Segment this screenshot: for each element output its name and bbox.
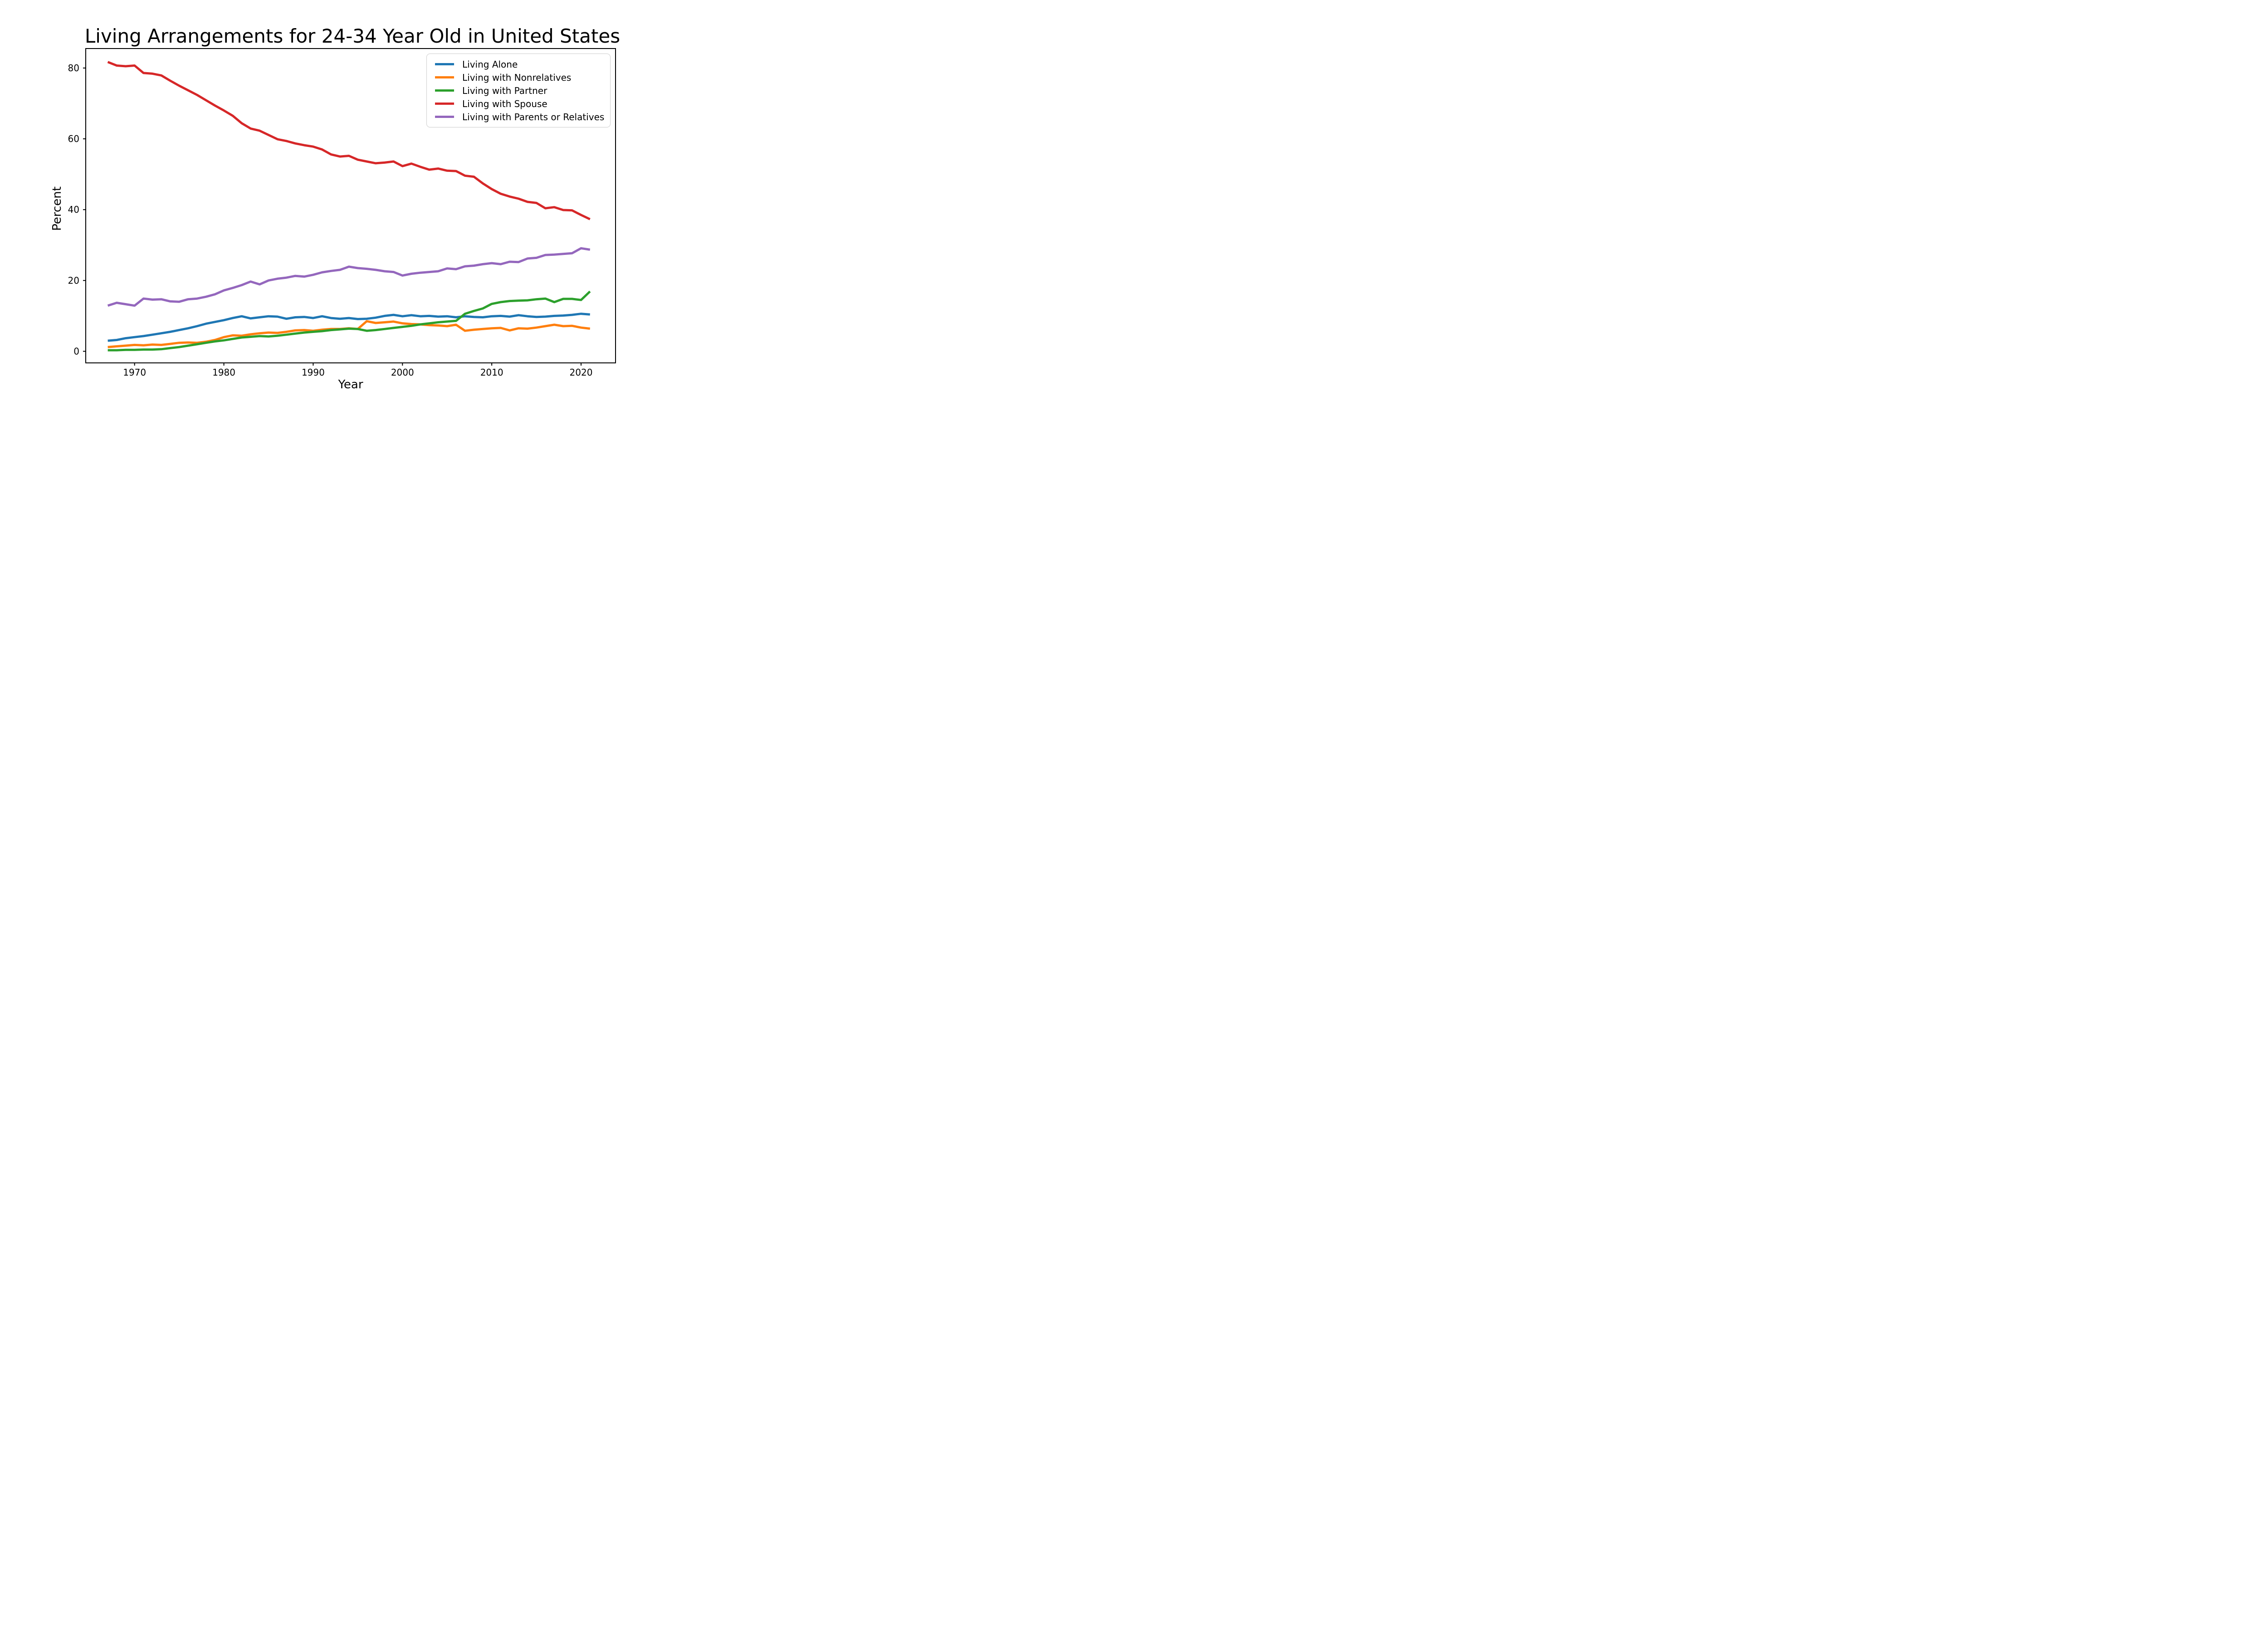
x-tick-label: 2000 bbox=[391, 367, 414, 378]
y-tick-label: 20 bbox=[68, 275, 79, 286]
legend-item-living-alone: Living Alone bbox=[432, 58, 605, 71]
legend-label: Living with Partner bbox=[462, 85, 547, 96]
legend-box: Living Alone Living with Nonrelatives Li… bbox=[426, 54, 611, 127]
x-tick-label: 1990 bbox=[302, 367, 325, 378]
y-tick-label: 80 bbox=[68, 63, 79, 73]
series-line-0 bbox=[108, 313, 590, 342]
y-tick-label: 0 bbox=[73, 346, 79, 357]
y-tick-label: 40 bbox=[68, 204, 79, 215]
legend-item-living-with-nonrelatives: Living with Nonrelatives bbox=[432, 71, 605, 84]
series-line-2 bbox=[108, 290, 591, 352]
series-line-4 bbox=[107, 247, 591, 307]
y-tick-label: 60 bbox=[68, 133, 79, 144]
legend-label: Living with Nonrelatives bbox=[462, 72, 572, 83]
legend-label: Living with Parents or Relatives bbox=[462, 111, 605, 122]
plot-area: 1970 1980 1990 2000 2010 2020 0 20 40 60 80 bbox=[68, 48, 616, 378]
series-line-3 bbox=[107, 61, 591, 220]
x-tick-label: 2020 bbox=[570, 367, 593, 378]
legend-label: Living Alone bbox=[462, 59, 518, 70]
legend-item-living-with-partner: Living with Partner bbox=[432, 84, 605, 97]
x-tick-label: 1970 bbox=[123, 367, 146, 378]
x-tick-label: 1980 bbox=[212, 367, 235, 378]
x-tick-label: 2010 bbox=[480, 367, 503, 378]
legend-item-living-with-spouse: Living with Spouse bbox=[432, 97, 605, 110]
legend-item-living-with-parents-or-relatives: Living with Parents or Relatives bbox=[432, 110, 605, 123]
legend-line-swatch-icon bbox=[435, 63, 454, 65]
chart-title: Living Arrangements for 24-34 Year Old i… bbox=[84, 25, 621, 47]
series-line-1 bbox=[108, 320, 590, 348]
legend-line-swatch-icon bbox=[435, 89, 454, 92]
legend-line-swatch-icon bbox=[435, 103, 454, 105]
y-axis-label: Percent bbox=[50, 186, 64, 231]
legend-label: Living with Spouse bbox=[462, 98, 547, 109]
x-axis-label: Year bbox=[338, 378, 363, 391]
legend-line-swatch-icon bbox=[435, 76, 454, 78]
plot-border bbox=[85, 48, 616, 363]
figure-canvas: Living Arrangements for 24-34 Year Old i… bbox=[0, 0, 680, 408]
legend-line-swatch-icon bbox=[435, 116, 454, 118]
